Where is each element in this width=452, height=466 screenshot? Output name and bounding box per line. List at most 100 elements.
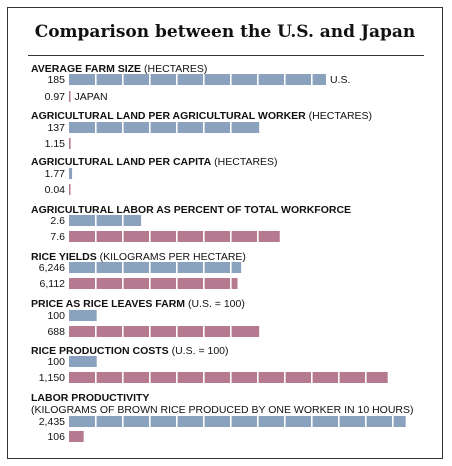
chart-section: AGRICULTURAL LABOR AS PERCENT OF TOTAL W… [31,204,351,243]
bar-segment-divider [122,231,124,242]
title-rule [28,55,424,56]
bar-segment-divider [95,74,97,85]
bar-segment-divider [95,372,97,383]
chart-section: AGRICULTURAL LAND PER CAPITA (HECTARES)1… [31,156,278,196]
bar-segment-divider [149,416,151,427]
section-title-main: RICE PRODUCTION COSTS [31,345,169,357]
bar-segment-divider [230,416,232,427]
bar-segment-divider [95,215,97,226]
bar-segment-divider [176,122,178,133]
bar-segment-divider [176,262,178,273]
chart-section: AVERAGE FARM SIZE (HECTARES)185 U.S.0.97 J… [31,63,350,103]
bar-segment-divider [122,122,124,133]
value-label-japan: 688 [47,326,65,338]
bar-us [69,215,142,226]
value-label-japan: 0.97 [45,91,66,103]
bar-segment-divider [95,278,97,289]
bar-segment-divider [230,262,232,273]
chart-section: AGRICULTURAL LAND PER AGRICULTURAL WORKE… [31,110,372,150]
section-title-main: AGRICULTURAL LABOR AS PERCENT OF TOTAL W… [31,204,351,216]
series-label-us: U.S. [330,74,350,86]
bar-segment-divider [392,416,394,427]
chart-section: RICE YIELDS (KILOGRAMS PER HECTARE)6,246… [31,251,246,290]
bar-segment-divider [149,278,151,289]
section-title: AVERAGE FARM SIZE (HECTARES) [31,63,207,75]
bar-segment-divider [149,122,151,133]
bar-segment-divider [230,326,232,337]
bar-segment-divider [284,416,286,427]
bar-segment-divider [203,122,205,133]
bar-us [69,74,326,85]
bar-japan [69,326,260,337]
bar-segment-divider [149,231,151,242]
section-title-main: PRICE AS RICE LEAVES FARM [31,298,185,310]
bar-segment-divider [203,372,205,383]
bar-segment-divider [365,416,367,427]
bar-segment-divider [311,372,313,383]
bar-segment-divider [203,74,205,85]
bar-japan [69,278,238,289]
value-label-us: 137 [47,122,65,134]
bar-segment-divider [122,416,124,427]
value-label-us: 6,246 [39,262,65,274]
bar-japan [69,431,84,442]
bar-us [69,416,406,427]
bar-segment-divider [284,372,286,383]
bar-segment-divider [311,74,313,85]
bar-segment-divider [176,278,178,289]
bar-segment-divider [365,372,367,383]
value-label-us: 185 [47,74,65,86]
bar-segment-divider [338,416,340,427]
section-title-unit: (U.S. = 100) [185,298,245,310]
bar-segment-divider [230,231,232,242]
bar-segment-divider [230,74,232,85]
section-title-main: RICE YIELDS [31,251,97,263]
chart-section: RICE PRODUCTION COSTS (U.S. = 100) 100 1,1… [31,345,388,384]
bar-segment-divider [203,416,205,427]
section-title-unit: (KILOGRAMS PER HECTARE) [97,251,246,263]
section-title-main: LABOR PRODUCTIVITY [31,392,149,404]
chart-section: PRICE AS RICE LEAVES FARM (U.S. = 100)10… [31,298,260,338]
value-label-japan: 1.15 [45,138,66,150]
bar-segment-divider [203,278,205,289]
section-title: PRICE AS RICE LEAVES FARM (U.S. = 100) [31,298,245,310]
bar-us [69,356,97,367]
bar-segment-divider [230,122,232,133]
bar-segment-divider [122,372,124,383]
chart-title: Comparison between the U.S. and Japan [34,22,416,42]
section-title: AGRICULTURAL LAND PER AGRICULTURAL WORKE… [31,110,372,122]
bar-segment-divider [257,372,259,383]
value-label-us: 1.77 [45,168,66,180]
bar-segment-divider [257,74,259,85]
section-subtitle: (KILOGRAMS OF BROWN RICE PRODUCED BY ONE… [31,404,414,416]
section-title: AGRICULTURAL LABOR AS PERCENT OF TOTAL W… [31,204,351,216]
bar-segment-divider [95,416,97,427]
section-title-unit: (HECTARES) [211,156,277,168]
section-title: AGRICULTURAL LAND PER CAPITA (HECTARES) [31,156,278,168]
value-label-japan: 7.6 [50,231,65,243]
section-title-unit: (U.S. = 100) [169,345,229,357]
section-title-main: AVERAGE FARM SIZE [31,63,141,75]
bar-segment-divider [176,372,178,383]
bar-segment-divider [122,74,124,85]
bar-segment-divider [176,231,178,242]
bar-segment-divider [284,74,286,85]
bar-us [69,168,73,179]
bar-segment-divider [95,326,97,337]
bar-segment-divider [176,326,178,337]
bar-segment-divider [95,122,97,133]
bar-segment-divider [203,326,205,337]
bar-segment-divider [122,262,124,273]
bar-japan [69,184,71,195]
section-title: RICE YIELDS (KILOGRAMS PER HECTARE) [31,251,246,263]
bar-segment-divider [203,262,205,273]
bar-segment-divider [122,278,124,289]
bar-segment-divider [257,231,259,242]
bar-segment-divider [176,416,178,427]
bar-us [69,122,260,133]
bar-japan [69,372,388,383]
bar-us [69,262,242,273]
value-label-japan: 1,150 [39,372,65,384]
value-label-us: 100 [47,356,65,368]
section-title-unit: (HECTARES) [141,63,207,75]
